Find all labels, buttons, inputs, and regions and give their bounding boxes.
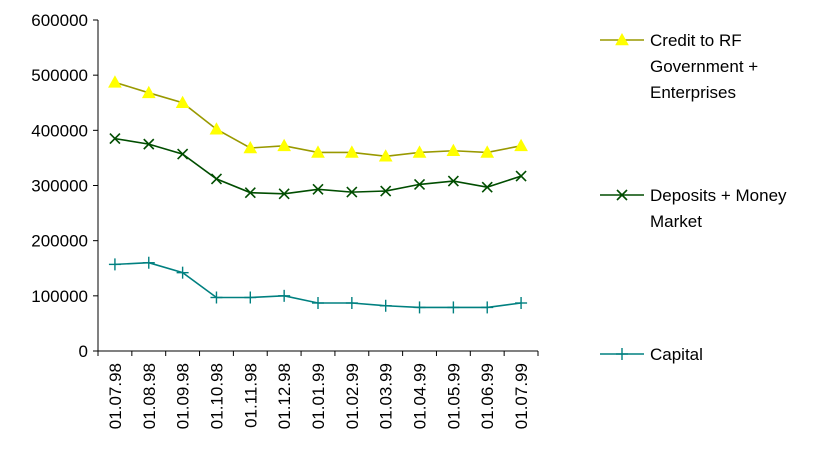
y-tick-label: 600000 (31, 11, 88, 30)
data-point (346, 186, 358, 198)
data-point (312, 183, 324, 195)
y-tick-label: 300000 (31, 177, 88, 196)
data-point (413, 301, 426, 314)
x-tick-label: 01.01.99 (309, 363, 328, 429)
data-point (141, 85, 156, 99)
y-tick-label: 100000 (31, 287, 88, 306)
x-tick-label: 01.09.98 (174, 363, 193, 429)
data-point (312, 297, 324, 310)
legend-label: Capital (650, 345, 703, 364)
data-point (210, 173, 223, 185)
data-point (108, 75, 122, 88)
legend-label: Credit to RF (650, 31, 742, 50)
x-tick-label: 01.07.98 (106, 363, 125, 429)
data-point (109, 133, 121, 145)
data-point (277, 138, 292, 152)
data-point (378, 149, 393, 162)
series-2 (108, 256, 528, 314)
data-point (380, 185, 392, 197)
data-point (515, 170, 527, 182)
marker-stroke (346, 186, 358, 198)
x-tick-label: 01.08.98 (140, 363, 159, 429)
data-point (143, 138, 155, 150)
marker-stroke (312, 183, 324, 195)
marker-stroke (210, 173, 223, 185)
data-point (278, 188, 290, 200)
legend-label: Deposits + Money (650, 186, 787, 205)
marker-stroke (515, 170, 527, 182)
marker-stroke (244, 187, 256, 199)
data-point (311, 145, 325, 158)
legend-label: Government + (650, 57, 758, 76)
x-tick-label: 01.04.99 (411, 363, 430, 429)
x-tick-labels: 01.07.98 01.08.98 01.09.98 01.10.98 01.11.98… (106, 363, 531, 429)
y-tick-label: 200000 (31, 232, 88, 251)
series-0 (108, 75, 528, 162)
marker-stroke (616, 189, 628, 201)
y-tick-label: 400000 (31, 121, 88, 140)
data-point (142, 256, 155, 269)
y-tick-label: 500000 (31, 66, 88, 85)
data-point (345, 297, 358, 310)
legend-marker (616, 189, 628, 201)
legend-marker (615, 32, 629, 46)
data-point (379, 299, 392, 312)
data-point (515, 297, 528, 310)
data-point (447, 301, 460, 314)
marker-stroke (447, 175, 459, 187)
legend-entry: Credit to RF Government + Enterprises (600, 31, 758, 102)
marker-stroke (413, 178, 426, 190)
data-point (177, 148, 189, 160)
series-layer (108, 75, 528, 314)
x-tick-label: 01.12.98 (275, 363, 294, 429)
legend-entry: Capital (600, 345, 703, 364)
data-point (278, 289, 291, 302)
x-tick-label: 01.03.99 (377, 363, 396, 429)
marker-stroke (278, 188, 290, 200)
legend-label: Enterprises (650, 83, 736, 102)
legend-marker (616, 348, 628, 360)
x-tick-label: 01.06.99 (478, 363, 497, 429)
data-point (175, 95, 190, 109)
legend-entry: Deposits + Money Market (600, 186, 787, 231)
data-point (480, 145, 495, 158)
marker-stroke (109, 133, 121, 145)
y-tick-labels: 0 100000 200000 300000 400000 500000 600000 (31, 11, 88, 361)
legend: Credit to RF Government + Enterprises Depos… (600, 31, 787, 364)
data-point (176, 266, 189, 279)
data-point (108, 258, 121, 271)
data-point (481, 181, 493, 193)
marker-stroke (380, 185, 392, 197)
data-point (244, 291, 257, 304)
data-point (244, 187, 256, 199)
data-point (344, 145, 359, 158)
marker-stroke (143, 138, 155, 150)
legend-label: Market (650, 212, 702, 231)
axes (93, 19, 539, 356)
data-point (514, 138, 528, 152)
marker-stroke (481, 181, 493, 193)
y-tick-label: 0 (79, 342, 88, 361)
data-point (210, 291, 223, 304)
data-point (412, 145, 427, 158)
series-1 (109, 133, 527, 200)
data-point (446, 143, 461, 157)
data-point (481, 301, 494, 314)
x-tick-label: 01.07.99 (512, 363, 531, 429)
series-line (114, 81, 522, 158)
data-point (243, 140, 258, 154)
data-point (413, 178, 426, 190)
data-point (209, 122, 224, 135)
x-tick-label: 01.10.98 (207, 363, 226, 429)
x-tick-label: 01.05.99 (444, 363, 463, 429)
x-tick-label: 01.11.98 (241, 363, 260, 428)
marker-stroke (177, 148, 189, 160)
x-tick-label: 01.02.99 (343, 363, 362, 429)
data-point (447, 175, 459, 187)
